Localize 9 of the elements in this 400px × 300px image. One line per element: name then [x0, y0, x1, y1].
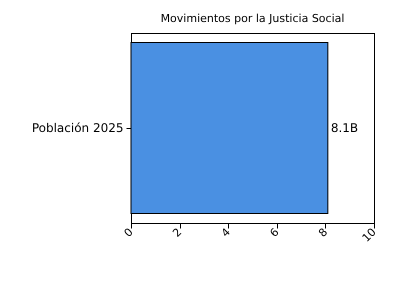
- data-label: 8.1B: [330, 121, 358, 135]
- x-tick-label: 10: [360, 226, 379, 245]
- x-tick-label: 6: [267, 226, 282, 240]
- chart-title: Movimientos por la Justicia Social: [160, 12, 344, 25]
- x-tick-label: 0: [122, 226, 136, 240]
- x-tick-label: 2: [170, 226, 184, 240]
- x-tick-label: 8: [316, 226, 330, 240]
- x-tick-label: 4: [218, 226, 233, 240]
- y-tick-label: Población 2025: [32, 121, 124, 135]
